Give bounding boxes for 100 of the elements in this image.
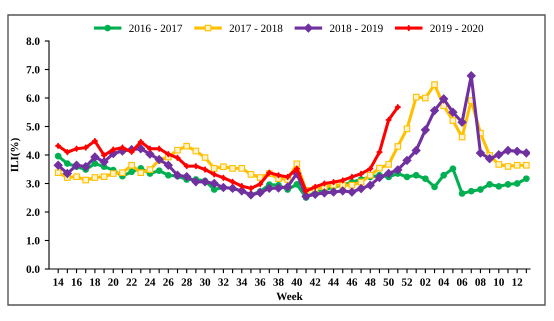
point [494, 150, 504, 160]
point [238, 182, 246, 190]
y-axis-title: ILI(%) [10, 138, 21, 172]
point [274, 184, 283, 193]
point [404, 174, 410, 180]
point [256, 180, 264, 188]
point [92, 160, 98, 167]
x-tick-label: 14 [54, 278, 64, 286]
point [202, 154, 208, 161]
point [448, 108, 458, 117]
point [468, 188, 475, 195]
point [90, 152, 100, 162]
y-tick-label: 2.0 [26, 208, 40, 216]
point [92, 174, 98, 181]
point [385, 116, 392, 124]
point [440, 172, 448, 179]
point [100, 173, 108, 180]
point [358, 178, 364, 186]
point [119, 144, 126, 151]
point [458, 118, 467, 127]
x-tick-label: 20 [108, 278, 118, 286]
point [404, 125, 410, 132]
point [458, 134, 466, 140]
point [476, 148, 485, 158]
x-tick-label: 18 [90, 278, 100, 286]
point [137, 169, 144, 176]
legend-label: 2018 - 2019 [330, 24, 383, 32]
point [522, 148, 530, 158]
x-tick-label: 42 [310, 278, 320, 286]
x-tick-label: 26 [163, 278, 174, 286]
x-tick-label: 12 [512, 278, 522, 286]
legend-label: 2016 - 2017 [129, 24, 182, 32]
point [128, 168, 135, 176]
point [100, 157, 109, 166]
point [220, 174, 227, 182]
x-tick-label: 30 [200, 278, 210, 286]
point [302, 192, 311, 201]
point [477, 186, 484, 193]
point [384, 169, 394, 178]
point [54, 160, 63, 170]
x-tick-label: 08 [475, 278, 486, 286]
point [514, 162, 520, 169]
point [256, 174, 264, 181]
point [54, 152, 62, 160]
point [256, 188, 265, 198]
x-tick-label: 28 [182, 278, 192, 286]
x-tick-label: 34 [236, 278, 248, 286]
point [393, 165, 402, 174]
point [73, 173, 80, 180]
point [248, 185, 254, 192]
point [402, 156, 412, 165]
y-tick-label: 1.0 [26, 236, 40, 245]
point [366, 165, 374, 172]
point [294, 160, 300, 168]
point [385, 161, 392, 168]
point [182, 172, 192, 182]
point [128, 148, 135, 156]
x-axis-title: Week [276, 292, 303, 300]
point [264, 184, 274, 193]
point [450, 117, 456, 124]
x-tick-label: 32 [218, 278, 228, 286]
x-tick-label: 10 [494, 278, 504, 286]
x-tick-label: 16 [72, 278, 82, 286]
point [283, 182, 292, 192]
point [275, 172, 282, 179]
x-tick-label: 46 [346, 278, 358, 286]
point [137, 138, 144, 146]
point [310, 190, 320, 199]
point [202, 166, 208, 173]
point [431, 81, 438, 88]
point [229, 178, 236, 186]
point [210, 171, 218, 178]
point [183, 142, 190, 150]
point [82, 176, 90, 184]
point [514, 180, 520, 187]
x-tick-label: 02 [420, 278, 430, 286]
point [356, 184, 366, 194]
point [92, 138, 98, 144]
point [210, 179, 219, 188]
point [486, 181, 493, 188]
point [431, 184, 438, 190]
point [100, 152, 108, 159]
point [174, 146, 181, 154]
point [110, 170, 117, 177]
x-tick-label: 22 [126, 278, 137, 286]
y-tick-label: 0.0 [26, 265, 40, 274]
point [320, 188, 329, 198]
x-tick-label: 52 [402, 278, 412, 286]
point [495, 161, 502, 168]
point [495, 183, 502, 190]
x-tick-label: 36 [254, 278, 266, 286]
x-tick-label: 40 [291, 278, 302, 286]
point [229, 165, 236, 172]
point [412, 172, 420, 179]
y-tick-label: 8.0 [26, 37, 40, 46]
y-tick-label: 3.0 [26, 180, 40, 188]
point [366, 180, 375, 190]
point [294, 181, 300, 188]
point [347, 188, 356, 197]
point [376, 164, 383, 172]
